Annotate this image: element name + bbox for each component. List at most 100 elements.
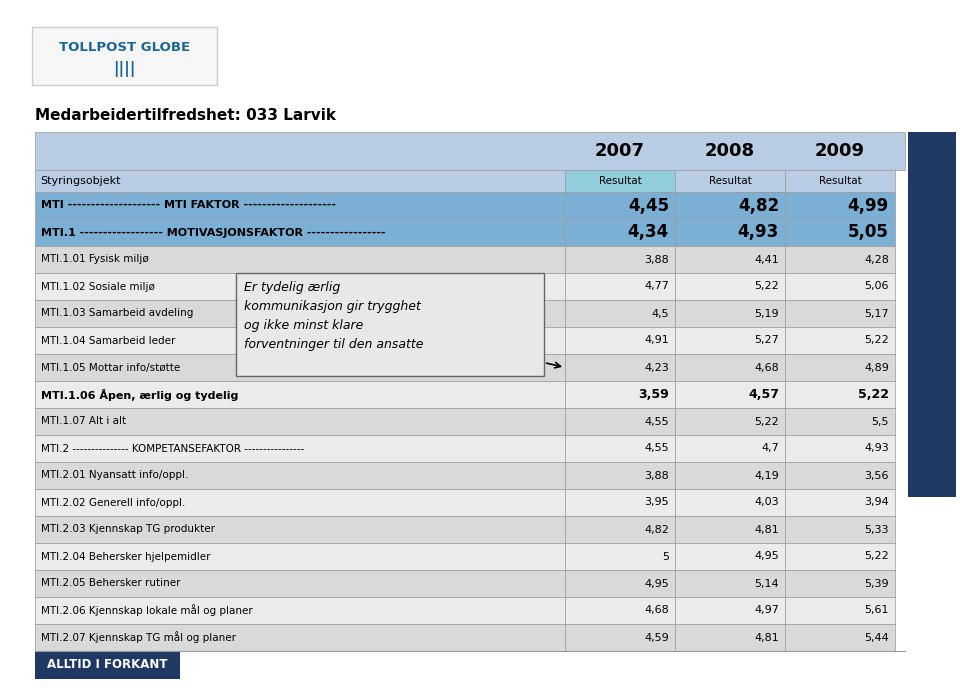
FancyBboxPatch shape bbox=[35, 381, 565, 408]
Text: TOLLPOST GLOBE: TOLLPOST GLOBE bbox=[59, 41, 190, 54]
Text: 4,19: 4,19 bbox=[755, 470, 779, 480]
Text: MTI.1.03 Samarbeid avdeling: MTI.1.03 Samarbeid avdeling bbox=[41, 309, 193, 319]
FancyBboxPatch shape bbox=[785, 354, 895, 381]
Text: 4,81: 4,81 bbox=[755, 632, 779, 643]
FancyBboxPatch shape bbox=[675, 543, 785, 570]
Text: 4,55: 4,55 bbox=[644, 417, 669, 427]
Text: 4,41: 4,41 bbox=[755, 254, 779, 264]
Text: 5,14: 5,14 bbox=[755, 579, 779, 588]
FancyBboxPatch shape bbox=[675, 381, 785, 408]
FancyBboxPatch shape bbox=[32, 27, 217, 85]
FancyBboxPatch shape bbox=[675, 273, 785, 300]
FancyBboxPatch shape bbox=[35, 435, 565, 462]
Text: MTI.1.06 Åpen, ærlig og tydelig: MTI.1.06 Åpen, ærlig og tydelig bbox=[41, 388, 238, 401]
FancyBboxPatch shape bbox=[785, 435, 895, 462]
Text: Styringsobjekt: Styringsobjekt bbox=[40, 176, 121, 186]
FancyBboxPatch shape bbox=[908, 132, 956, 497]
FancyBboxPatch shape bbox=[785, 219, 895, 246]
FancyBboxPatch shape bbox=[675, 246, 785, 273]
Text: Resultat: Resultat bbox=[708, 176, 752, 186]
FancyBboxPatch shape bbox=[675, 300, 785, 327]
FancyBboxPatch shape bbox=[785, 570, 895, 597]
Text: Er tydelig ærlig
kommunikasjon gir trygghet
og ikke minst klare
forventninger ti: Er tydelig ærlig kommunikasjon gir trygg… bbox=[245, 281, 424, 351]
Text: MTI.1 ------------------ MOTIVASJONSFAKTOR -----------------: MTI.1 ------------------ MOTIVASJONSFAKT… bbox=[41, 227, 386, 238]
FancyBboxPatch shape bbox=[565, 327, 675, 354]
Text: 5,06: 5,06 bbox=[865, 282, 889, 291]
Text: 4,99: 4,99 bbox=[848, 197, 889, 215]
FancyBboxPatch shape bbox=[785, 246, 895, 273]
FancyBboxPatch shape bbox=[35, 327, 565, 354]
Text: 4,03: 4,03 bbox=[755, 498, 779, 507]
FancyBboxPatch shape bbox=[785, 300, 895, 327]
Text: 5,27: 5,27 bbox=[755, 335, 779, 346]
Text: 5,22: 5,22 bbox=[858, 388, 889, 401]
Text: 5,19: 5,19 bbox=[755, 309, 779, 319]
Text: 4,28: 4,28 bbox=[864, 254, 889, 264]
FancyBboxPatch shape bbox=[675, 408, 785, 435]
Text: 5,17: 5,17 bbox=[864, 309, 889, 319]
Text: MTI.2.05 Behersker rutiner: MTI.2.05 Behersker rutiner bbox=[41, 579, 180, 588]
Text: 5,22: 5,22 bbox=[755, 417, 779, 427]
Text: ALLTID I FORKANT: ALLTID I FORKANT bbox=[47, 659, 168, 671]
Text: 5: 5 bbox=[662, 551, 669, 562]
Text: 3,94: 3,94 bbox=[864, 498, 889, 507]
FancyBboxPatch shape bbox=[35, 192, 565, 219]
FancyBboxPatch shape bbox=[675, 624, 785, 651]
FancyBboxPatch shape bbox=[675, 489, 785, 516]
Text: 5,22: 5,22 bbox=[755, 282, 779, 291]
Text: 4,7: 4,7 bbox=[761, 443, 779, 454]
FancyBboxPatch shape bbox=[675, 516, 785, 543]
FancyBboxPatch shape bbox=[35, 273, 565, 300]
Text: ||||: |||| bbox=[113, 61, 135, 77]
Text: 5,22: 5,22 bbox=[864, 551, 889, 562]
FancyBboxPatch shape bbox=[35, 516, 565, 543]
FancyBboxPatch shape bbox=[35, 462, 565, 489]
Text: MTI.2.06 Kjennskap lokale mål og planer: MTI.2.06 Kjennskap lokale mål og planer bbox=[41, 604, 252, 616]
Text: 4,23: 4,23 bbox=[644, 362, 669, 372]
Text: 3,88: 3,88 bbox=[644, 470, 669, 480]
Text: 4,95: 4,95 bbox=[755, 551, 779, 562]
Text: 5,44: 5,44 bbox=[864, 632, 889, 643]
FancyBboxPatch shape bbox=[675, 597, 785, 624]
Text: 4,93: 4,93 bbox=[864, 443, 889, 454]
FancyBboxPatch shape bbox=[35, 651, 180, 679]
Text: 3,56: 3,56 bbox=[865, 470, 889, 480]
Text: MTI.2.01 Nyansatt info/oppl.: MTI.2.01 Nyansatt info/oppl. bbox=[41, 470, 188, 480]
FancyBboxPatch shape bbox=[675, 170, 785, 192]
Text: 4,59: 4,59 bbox=[644, 632, 669, 643]
FancyBboxPatch shape bbox=[565, 219, 675, 246]
Text: MTI.2 --------------- KOMPETANSEFAKTOR ----------------: MTI.2 --------------- KOMPETANSEFAKTOR -… bbox=[41, 443, 304, 454]
FancyBboxPatch shape bbox=[785, 624, 895, 651]
Text: 2008: 2008 bbox=[705, 142, 756, 160]
FancyBboxPatch shape bbox=[236, 273, 543, 376]
Text: MTI.2.07 Kjennskap TG mål og planer: MTI.2.07 Kjennskap TG mål og planer bbox=[41, 631, 236, 643]
FancyBboxPatch shape bbox=[785, 543, 895, 570]
FancyBboxPatch shape bbox=[35, 132, 905, 170]
Text: 3,59: 3,59 bbox=[638, 388, 669, 401]
FancyBboxPatch shape bbox=[35, 300, 565, 327]
Text: MTI.2.03 Kjennskap TG produkter: MTI.2.03 Kjennskap TG produkter bbox=[41, 525, 215, 535]
Text: 5,33: 5,33 bbox=[865, 525, 889, 535]
FancyBboxPatch shape bbox=[35, 543, 565, 570]
Text: 4,5: 4,5 bbox=[652, 309, 669, 319]
Text: MTI.2.04 Behersker hjelpemidler: MTI.2.04 Behersker hjelpemidler bbox=[41, 551, 210, 562]
FancyBboxPatch shape bbox=[565, 570, 675, 597]
Text: 4,89: 4,89 bbox=[864, 362, 889, 372]
FancyBboxPatch shape bbox=[565, 381, 675, 408]
FancyBboxPatch shape bbox=[565, 435, 675, 462]
FancyBboxPatch shape bbox=[565, 489, 675, 516]
FancyBboxPatch shape bbox=[565, 246, 675, 273]
FancyBboxPatch shape bbox=[785, 381, 895, 408]
Text: 5,22: 5,22 bbox=[864, 335, 889, 346]
Text: 3,95: 3,95 bbox=[644, 498, 669, 507]
FancyBboxPatch shape bbox=[785, 462, 895, 489]
FancyBboxPatch shape bbox=[675, 354, 785, 381]
Text: MTI.2.02 Generell info/oppl.: MTI.2.02 Generell info/oppl. bbox=[41, 498, 185, 507]
Text: 4,81: 4,81 bbox=[755, 525, 779, 535]
FancyBboxPatch shape bbox=[565, 408, 675, 435]
Text: 4,68: 4,68 bbox=[644, 606, 669, 615]
FancyBboxPatch shape bbox=[675, 219, 785, 246]
Text: 4,91: 4,91 bbox=[644, 335, 669, 346]
Text: Resultat: Resultat bbox=[599, 176, 641, 186]
FancyBboxPatch shape bbox=[35, 408, 565, 435]
